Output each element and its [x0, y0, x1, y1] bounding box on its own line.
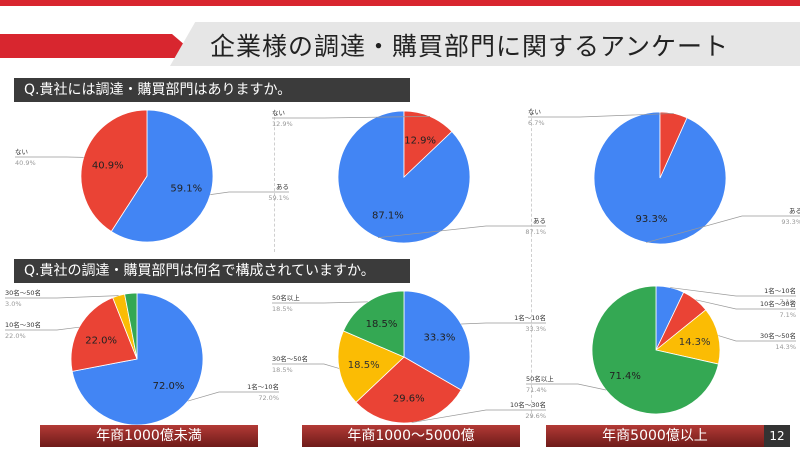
slice-category-label: 50名以上	[272, 293, 300, 302]
slice-category-percent: 18.5%	[272, 366, 293, 374]
leader-line	[718, 335, 796, 342]
slice-percent-label: 22.0%	[85, 335, 117, 346]
question-1-bar: Q.貴社には調達・購買部門はありますか。	[14, 78, 410, 102]
page-title: 企業様の調達・購買部門に関するアンケート	[210, 32, 730, 61]
leader-line	[187, 391, 279, 402]
slice-category-label: 1名〜10名	[247, 382, 279, 391]
slice-category-percent: 29.6%	[525, 412, 546, 420]
column-divider	[531, 108, 532, 418]
slice-category-label: ある	[789, 207, 800, 215]
slice-category-percent: 40.9%	[15, 159, 36, 167]
slice-percent-label: 71.4%	[609, 371, 641, 382]
slice-percent-label: 12.9%	[404, 135, 436, 146]
slice-category-percent: 87.1%	[525, 228, 546, 236]
leader-line	[272, 363, 340, 369]
column-divider	[274, 112, 275, 252]
slice-category-label: 50名以上	[526, 374, 554, 383]
slice-category-label: 30名〜50名	[272, 354, 308, 363]
slice-category-label: 10名〜30名	[510, 400, 546, 409]
slice-category-percent: 3.0%	[5, 300, 22, 308]
leader-line	[646, 215, 800, 243]
slice-category-label: 30名〜50名	[760, 331, 796, 340]
slice-percent-label: 29.6%	[393, 394, 425, 405]
slice-category-percent: 7.1%	[779, 311, 796, 319]
slice-category-label: ある	[533, 217, 546, 225]
slice-category-percent: 22.0%	[5, 332, 26, 340]
pie-slice	[110, 109, 214, 243]
slice-category-percent: 7.1%	[779, 298, 796, 306]
slice-category-percent: 18.5%	[272, 305, 293, 313]
pie-slice	[342, 290, 405, 358]
slice-category-label: ある	[276, 183, 289, 191]
slice-category-percent: 72.0%	[258, 394, 279, 402]
leader-line	[272, 301, 368, 304]
slice-category-label: 10名〜30名	[760, 299, 796, 308]
slice-category-percent: 93.3%	[781, 218, 800, 226]
leader-line	[272, 115, 431, 119]
question-2-bar: Q.貴社の調達・購買部門は何名で構成されていますか。	[14, 259, 410, 283]
slice-percent-label: 18.5%	[348, 360, 380, 371]
leader-line	[5, 326, 80, 331]
leader-line	[695, 299, 796, 310]
slice-category-percent: 33.3%	[525, 325, 546, 333]
slice-category-percent: 14.3%	[775, 343, 796, 351]
slice-category-percent: 12.9%	[272, 120, 293, 128]
leader-line	[377, 225, 546, 239]
title-band	[170, 22, 800, 66]
slice-percent-label: 93.3%	[636, 214, 668, 225]
leader-line	[526, 383, 607, 391]
pie-slice	[591, 285, 719, 415]
footer-group-label: 年商1000億未満	[40, 425, 258, 447]
leader-line	[5, 295, 119, 299]
slice-percent-label: 59.1%	[170, 184, 202, 195]
pie-slice	[124, 292, 138, 360]
leader-line	[411, 409, 546, 423]
slice-category-label: 1名〜10名	[514, 313, 546, 322]
pie-slice	[337, 330, 405, 403]
leader-line	[670, 287, 796, 297]
red-slant-decoration	[0, 34, 200, 58]
pie-slice	[403, 290, 471, 391]
pie-slice	[655, 309, 721, 365]
slice-percent-label: 18.5%	[366, 319, 398, 330]
slice-percent-label: 33.3%	[424, 333, 456, 344]
slice-percent-label: 14.3%	[679, 337, 711, 348]
slice-percent-label: 40.9%	[92, 160, 124, 171]
footer-group-label: 年商1000〜5000億	[302, 425, 520, 447]
footer-group-label: 年商5000億以上	[546, 425, 764, 447]
slice-category-percent: 6.7%	[528, 119, 545, 127]
page-number: 12	[764, 425, 790, 447]
slice-category-label: ない	[272, 109, 285, 117]
leader-line	[210, 191, 289, 195]
slice-category-label: 10名〜30名	[5, 320, 41, 329]
leader-line	[461, 322, 546, 325]
pie-slice	[70, 297, 138, 372]
slice-category-label: ない	[528, 108, 541, 116]
pie-slice	[80, 109, 148, 233]
leader-line	[528, 113, 674, 118]
pie-slice	[71, 292, 204, 426]
slice-category-percent: 71.4%	[526, 386, 547, 394]
slice-category-percent: 59.1%	[268, 194, 289, 202]
slice-category-label: ない	[15, 148, 28, 156]
slice-percent-label: 87.1%	[372, 211, 404, 222]
slice-category-label: 30名〜50名	[5, 288, 41, 297]
slice-category-label: 1名〜10名	[764, 286, 796, 295]
top-accent-bar	[0, 0, 800, 6]
slice-percent-label: 72.0%	[153, 381, 185, 392]
